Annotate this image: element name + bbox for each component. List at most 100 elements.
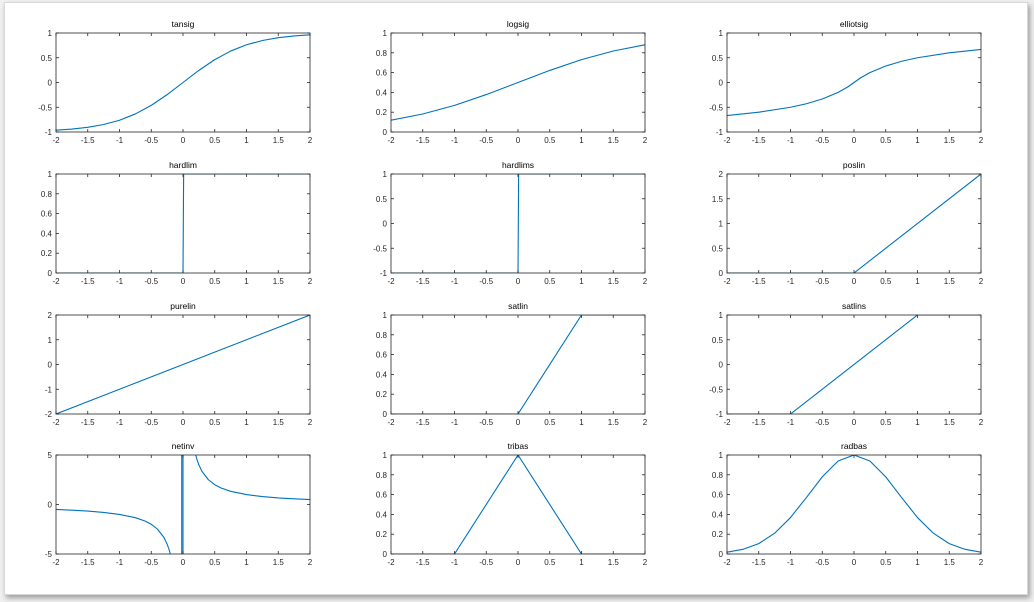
y-tick-label: 0 — [48, 79, 53, 88]
x-tick-label: -2 — [723, 558, 731, 567]
subplot-tansig: -2 -1.5 -1 -0.5 0 0.5 1 1.5 2 -1 -0.5 0 0.5 1 tansig — [38, 19, 313, 145]
subplot-satlin: -2 -1.5 -1 -0.5 0 0.5 1 1.5 2 0 0.2 0.4 0.6 0.8 1 satli… — [376, 301, 648, 427]
x-tick-label: 2 — [979, 558, 984, 567]
y-tick-label: 0.5 — [712, 54, 724, 63]
x-tick-label: -2 — [723, 418, 731, 427]
series-line-purelin-0 — [56, 315, 310, 414]
y-tick-label: 0.8 — [376, 49, 388, 58]
x-tick-label: -2 — [723, 136, 731, 145]
y-tick-label: 0.6 — [41, 210, 53, 219]
subplot-title: satlin — [508, 301, 528, 311]
y-tick-label: 0.4 — [376, 88, 388, 97]
x-tick-label: -1.5 — [416, 136, 430, 145]
x-tick-label: 1.5 — [944, 558, 956, 567]
y-tick-label: 5 — [48, 451, 53, 460]
x-tick-label: 0.5 — [209, 277, 221, 286]
y-tick-label: 0.5 — [712, 244, 724, 253]
x-tick-label: 0 — [181, 277, 186, 286]
y-tick-label: 0.5 — [712, 336, 724, 345]
x-tick-label: 1 — [579, 418, 584, 427]
y-tick-label: -0.5 — [373, 244, 387, 253]
x-tick-label: 2 — [979, 418, 984, 427]
x-tick-label: 2 — [979, 277, 984, 286]
y-tick-label: 1 — [383, 451, 388, 460]
y-tick-label: -2 — [45, 410, 53, 419]
x-tick-label: 0 — [181, 136, 186, 145]
x-tick-label: -0.5 — [144, 418, 158, 427]
x-tick-label: -1.5 — [416, 277, 430, 286]
y-tick-label: 0 — [383, 410, 388, 419]
x-tick-label: 1.5 — [944, 136, 956, 145]
x-tick-label: 1.5 — [608, 277, 620, 286]
x-tick-label: 2 — [643, 136, 648, 145]
x-tick-label: -0.5 — [479, 136, 493, 145]
subplot-hardlim: -2 -1.5 -1 -0.5 0 0.5 1 1.5 2 0 0.2 0.4 0.6 0.8 1 hardl… — [41, 160, 313, 286]
x-tick-label: -1.5 — [81, 277, 95, 286]
subplot-title: hardlims — [502, 160, 534, 170]
y-tick-label: -0.5 — [38, 103, 52, 112]
y-tick-label: -1 — [45, 128, 53, 137]
x-tick-label: 1 — [915, 558, 920, 567]
x-tick-label: -1 — [451, 277, 459, 286]
x-tick-label: 1.5 — [273, 277, 285, 286]
subplot-poslin: -2 -1.5 -1 -0.5 0 0.5 1 1.5 2 0 0.5 1 1.5 2 poslin — [712, 160, 984, 286]
series-line-netinv-0 — [56, 508, 171, 554]
x-tick-label: 0.5 — [544, 558, 556, 567]
series-line-tribas-0 — [391, 455, 645, 554]
x-tick-label: -2 — [52, 277, 60, 286]
x-tick-label: -1 — [116, 136, 124, 145]
x-tick-label: 2 — [643, 418, 648, 427]
x-tick-label: -1 — [787, 277, 795, 286]
y-tick-label: 1 — [48, 336, 53, 345]
y-tick-label: 1 — [719, 311, 724, 320]
x-tick-label: -2 — [387, 558, 395, 567]
x-tick-label: -1.5 — [81, 136, 95, 145]
y-tick-label: 0.6 — [376, 69, 388, 78]
x-tick-label: -1 — [116, 558, 124, 567]
x-tick-label: -2 — [387, 277, 395, 286]
series-line-radbas-0 — [727, 455, 981, 553]
x-tick-label: 1.5 — [944, 277, 956, 286]
x-tick-label: 0.5 — [544, 418, 556, 427]
figure-window — [4, 2, 1028, 595]
x-tick-label: -1 — [451, 558, 459, 567]
y-tick-label: 0 — [48, 361, 53, 370]
x-tick-label: 1 — [579, 277, 584, 286]
subplot-title: radbas — [841, 441, 867, 451]
y-tick-label: 1 — [383, 311, 388, 320]
x-tick-label: -1.5 — [752, 277, 766, 286]
y-tick-label: 0.2 — [712, 530, 724, 539]
x-tick-label: 2 — [643, 558, 648, 567]
x-tick-label: 0.5 — [209, 136, 221, 145]
y-tick-label: 0.5 — [376, 195, 388, 204]
y-tick-label: 0.8 — [376, 471, 388, 480]
y-tick-label: 0.4 — [376, 510, 388, 519]
x-tick-label: 1 — [244, 277, 249, 286]
x-tick-label: -1.5 — [752, 136, 766, 145]
x-tick-label: -1 — [116, 418, 124, 427]
y-tick-label: 0 — [719, 550, 724, 559]
x-tick-label: -1.5 — [752, 558, 766, 567]
y-tick-label: 0.2 — [41, 249, 53, 258]
x-tick-label: 1 — [244, 136, 249, 145]
x-tick-label: 0.5 — [880, 558, 892, 567]
y-tick-label: 1 — [383, 29, 388, 38]
y-tick-label: 1 — [48, 29, 53, 38]
axes-box — [390, 314, 646, 415]
x-tick-label: 2 — [643, 277, 648, 286]
x-tick-label: 2 — [308, 558, 313, 567]
x-tick-label: -0.5 — [815, 558, 829, 567]
y-tick-label: 1 — [383, 170, 388, 179]
y-tick-label: 0.4 — [41, 229, 53, 238]
y-tick-label: -1 — [380, 269, 388, 278]
subplot-title: hardlim — [169, 160, 197, 170]
x-tick-label: 0 — [852, 277, 857, 286]
series-line-poslin-0 — [727, 174, 981, 273]
series-line-satlin-0 — [391, 315, 645, 414]
x-tick-label: 1.5 — [608, 558, 620, 567]
y-tick-label: -5 — [45, 550, 53, 559]
y-tick-label: 0 — [719, 79, 724, 88]
series-line-netinv-2 — [181, 455, 184, 554]
y-tick-label: 2 — [48, 311, 53, 320]
